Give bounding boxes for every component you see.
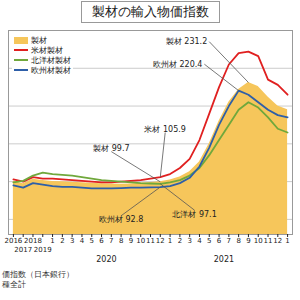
svg-text:米材 105.9: 米材 105.9: [144, 125, 185, 134]
svg-text:3: 3: [187, 237, 191, 245]
svg-text:2: 2: [178, 237, 182, 245]
svg-text:8: 8: [119, 237, 123, 245]
svg-text:9: 9: [129, 237, 133, 245]
svg-text:2018: 2018: [24, 237, 42, 245]
svg-text:3: 3: [70, 237, 74, 245]
svg-text:9: 9: [246, 237, 250, 245]
svg-text:2020: 2020: [96, 255, 116, 264]
svg-text:1: 1: [168, 237, 172, 245]
svg-text:11: 11: [146, 237, 155, 245]
svg-text:10: 10: [254, 237, 263, 245]
html-text:米材製材: 米材製材: [31, 45, 63, 55]
svg-text:7: 7: [227, 237, 231, 245]
svg-text:2019: 2019: [34, 246, 52, 254]
html-text:欧州材製材: 欧州材製材: [31, 65, 71, 75]
svg-text:2016: 2016: [4, 237, 22, 245]
svg-text:11: 11: [264, 237, 273, 245]
svg-text:北洋材 97.1: 北洋材 97.1: [172, 210, 216, 219]
svg-text:12: 12: [156, 237, 165, 245]
html-text:価指数（日本銀行）: 価指数（日本銀行）: [2, 270, 74, 279]
svg-text:1: 1: [50, 237, 54, 245]
svg-text:5: 5: [90, 237, 94, 245]
svg-text:7: 7: [109, 237, 113, 245]
svg-text:製材 231.2: 製材 231.2: [166, 37, 207, 46]
svg-text:8: 8: [236, 237, 240, 245]
html-text:製材: 製材: [31, 35, 47, 45]
svg-text:1: 1: [285, 237, 289, 245]
html-text:製材の輸入物価指数: 製材の輸入物価指数: [91, 4, 209, 19]
html-text:種全計: 種全計: [2, 280, 26, 289]
svg-text:6: 6: [99, 237, 104, 245]
html-text:北洋材製材: 北洋材製材: [31, 55, 71, 65]
svg-text:6: 6: [217, 237, 222, 245]
svg-text:4: 4: [80, 237, 85, 245]
svg-text:5: 5: [207, 237, 211, 245]
svg-text:2: 2: [60, 237, 64, 245]
svg-text:2021: 2021: [214, 255, 234, 264]
svg-text:4: 4: [197, 237, 202, 245]
svg-text:12: 12: [273, 237, 282, 245]
svg-text:10: 10: [136, 237, 145, 245]
svg-text:製材 99.7: 製材 99.7: [93, 144, 129, 153]
svg-text:欧州材 92.8: 欧州材 92.8: [99, 215, 143, 224]
svg-text:欧州材 220.4: 欧州材 220.4: [153, 60, 202, 69]
svg-text:2017: 2017: [14, 246, 32, 254]
